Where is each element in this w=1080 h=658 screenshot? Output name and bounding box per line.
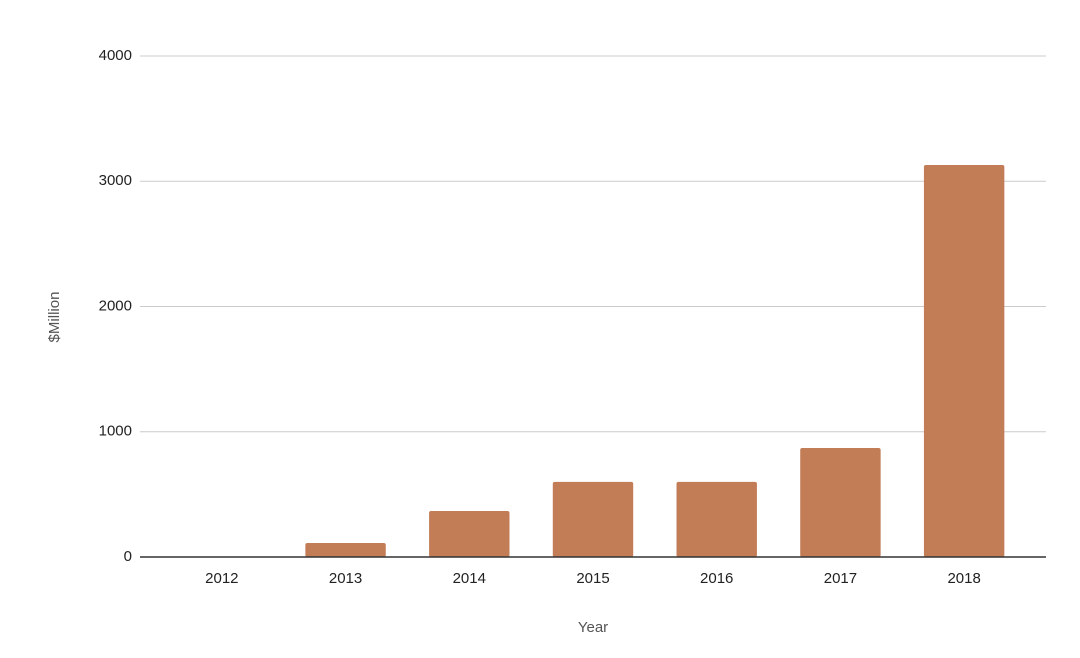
y-tick-label: 0 — [124, 548, 132, 565]
bar — [552, 481, 634, 557]
y-axis-title: $Million — [46, 292, 63, 343]
bar — [800, 448, 881, 557]
bar — [429, 511, 510, 557]
x-tick-label: 2014 — [453, 570, 486, 587]
x-tick-label: 2018 — [947, 570, 980, 587]
x-tick-label: 2013 — [329, 570, 362, 587]
y-tick-label: 2000 — [99, 297, 132, 314]
y-tick-label: 3000 — [99, 172, 132, 189]
y-tick-label: 4000 — [99, 47, 132, 64]
x-tick-label: 2017 — [824, 570, 857, 587]
y-tick-label: 1000 — [99, 423, 132, 440]
bar — [305, 542, 386, 557]
x-tick-label: 2016 — [700, 570, 733, 587]
bar — [923, 164, 1005, 557]
bar — [676, 481, 757, 557]
x-axis-title: Year — [578, 619, 608, 636]
x-tick-label: 2012 — [205, 570, 238, 587]
x-tick-label: 2015 — [576, 570, 609, 587]
